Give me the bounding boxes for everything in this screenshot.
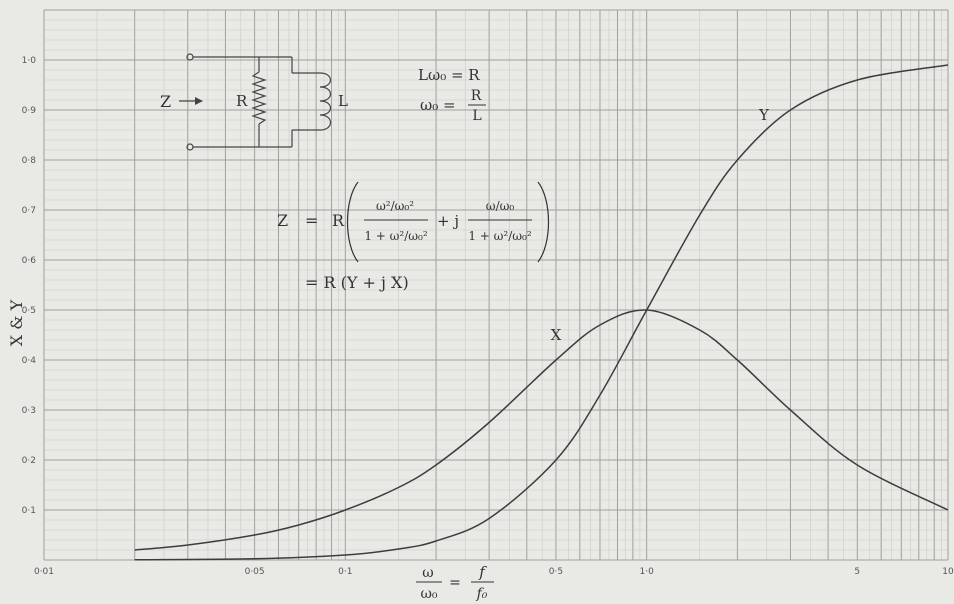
impedance-formula: Z = R ω²/ω₀² 1 + ω²/ω₀² + j ω/ω₀ 1 + ω²/…: [277, 181, 550, 292]
formula-line2: = R (Y + j X): [305, 273, 409, 292]
x-label-num2: f: [478, 563, 487, 581]
relations-text: Lω₀ = R ω₀ = R L: [418, 66, 486, 124]
formula-paren-right: [537, 181, 550, 263]
inductor-label: L: [338, 92, 348, 110]
series-x-line: [134, 309, 949, 551]
formula-t1-den: 1 + ω²/ω₀²: [364, 229, 428, 243]
series-y-line: [134, 64, 949, 561]
y-tick-label: 0·2: [22, 456, 36, 466]
x-tick-label: 5: [854, 567, 860, 577]
resistor-symbol: [251, 71, 267, 125]
x-axis-label: ω ω₀ = f f₀: [416, 563, 494, 602]
formula-plus-j: + j: [437, 212, 459, 230]
relation-line2-lhs: ω₀ =: [420, 96, 456, 114]
inductor-symbol: [319, 72, 332, 131]
y-axis-label: X & Y: [7, 299, 26, 346]
formula-t2-den: 1 + ω²/ω₀²: [468, 229, 532, 243]
formula-t1-num: ω²/ω₀²: [376, 199, 414, 213]
x-label-eq: =: [449, 575, 461, 591]
formula-lhs: Z: [277, 211, 288, 230]
y-tick-label: 0·4: [22, 356, 37, 366]
y-tick-label: 0·5: [22, 306, 36, 316]
y-tick-label: 1·0: [22, 56, 37, 66]
x-tick-label: 0·1: [338, 567, 352, 577]
curve-label-y: Y: [758, 106, 770, 124]
relation-line1: Lω₀ = R: [418, 66, 480, 84]
x-label-den: ω₀: [420, 586, 437, 602]
curve-labels: XY: [551, 106, 770, 344]
y-tick-label: 0·1: [22, 506, 36, 516]
relation-line2-num: R: [471, 88, 482, 104]
x-label-num: ω: [422, 565, 433, 581]
input-arrowhead: [195, 97, 203, 105]
y-tick-label: 0·7: [22, 206, 36, 216]
x-tick-label: 1·0: [640, 567, 655, 577]
curves: [134, 64, 949, 561]
y-tick-label: 0·3: [22, 406, 36, 416]
x-tick-label: 10: [942, 567, 954, 577]
formula-paren-left: [346, 181, 359, 263]
y-tick-label: 0·9: [22, 106, 37, 116]
y-tick-label: 0·8: [22, 156, 37, 166]
x-tick-label: 0·01: [34, 567, 54, 577]
x-tick-labels: 0·01 0·05 0·1 0·5 1·0 5 10: [34, 567, 954, 577]
y-tick-label: 0·6: [22, 256, 37, 266]
y-tick-labels: 0·1 0·2 0·3 0·4 0·5 0·6 0·7 0·8 0·9 1·0: [22, 56, 37, 516]
formula-eq: =: [305, 211, 318, 230]
x-tick-label: 0·05: [245, 567, 265, 577]
curve-label-x: X: [551, 326, 562, 344]
resistor-label: R: [236, 92, 248, 110]
formula-t2-num: ω/ω₀: [486, 199, 515, 213]
x-tick-label: 0·5: [549, 567, 563, 577]
relation-line2-den: L: [472, 108, 481, 124]
circuit-diagram: Z R L: [160, 53, 348, 151]
circuit-input-label: Z: [160, 92, 171, 111]
grid: [43, 9, 949, 561]
formula-R: R: [332, 211, 345, 230]
x-label-den2: f₀: [476, 586, 488, 602]
